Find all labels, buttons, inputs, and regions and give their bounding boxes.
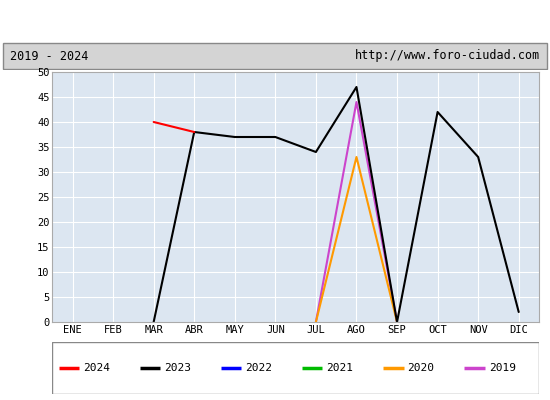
Text: http://www.foro-ciudad.com: http://www.foro-ciudad.com (355, 50, 540, 62)
Text: 2019: 2019 (489, 363, 516, 373)
Text: 2020: 2020 (408, 363, 435, 373)
Text: 2023: 2023 (164, 363, 191, 373)
Text: 2024: 2024 (83, 363, 110, 373)
Text: Evolucion Nº Turistas Extranjeros en el municipio de Aldealengua de Pedraza: Evolucion Nº Turistas Extranjeros en el … (0, 14, 550, 28)
Text: 2021: 2021 (327, 363, 354, 373)
Text: 2019 - 2024: 2019 - 2024 (10, 50, 88, 62)
Text: 2022: 2022 (245, 363, 272, 373)
